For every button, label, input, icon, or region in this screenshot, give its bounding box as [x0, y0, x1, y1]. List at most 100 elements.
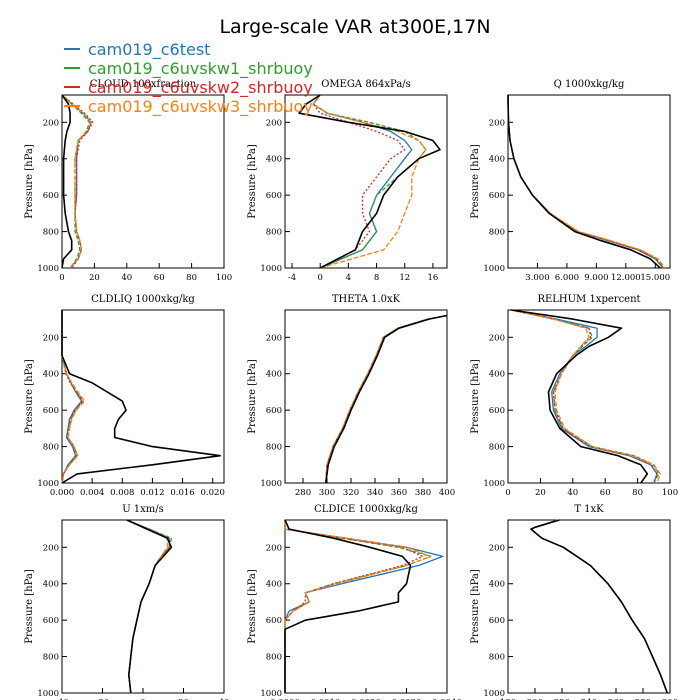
series-line-obs: [325, 314, 448, 484]
y-tick-label: 800: [266, 443, 282, 453]
x-tick-label: 60: [154, 273, 165, 283]
series-line-2: [284, 520, 432, 693]
y-tick-label: 600: [43, 406, 59, 416]
panel-2: Q 1000xkg/kg Pressure [hPa] 200 400 600 800 10…: [470, 79, 671, 283]
x-tick-label: 80: [632, 488, 643, 498]
series-line-obs: [126, 519, 173, 694]
x-tick-label: 380: [415, 488, 431, 498]
y-axis-label: Pressure [hPa]: [247, 144, 258, 219]
y-tick-label: 200: [43, 543, 59, 553]
series-line-3: [325, 314, 448, 484]
y-tick-label: 400: [489, 580, 505, 590]
x-tick-label: 0: [505, 488, 510, 498]
panel-title: CLDICE 1000xkg/kg: [314, 504, 418, 515]
panel-title: RELHUM 1xpercent: [537, 294, 640, 305]
x-tick-label: 12.000: [611, 273, 641, 283]
y-tick-label: 600: [43, 191, 59, 201]
series-line-2: [61, 94, 91, 269]
y-tick-label: 800: [489, 443, 505, 453]
series-line-3: [61, 310, 83, 484]
legend-entry: cam019_c6uvskw1_shrbuoy: [88, 59, 313, 79]
x-tick-label: 0.000: [50, 488, 74, 498]
y-tick-label: 1000: [483, 264, 505, 274]
x-tick-label: -4: [288, 273, 296, 283]
y-tick-label: 600: [266, 191, 282, 201]
y-tick-label: 400: [489, 370, 505, 380]
y-tick-label: 400: [266, 370, 282, 380]
x-tick-label: 340: [367, 488, 383, 498]
plot-frame: [61, 519, 225, 694]
series-line-4: [126, 519, 168, 694]
legend-entry: cam019_c6uvskw3_shrbuoy: [88, 97, 313, 117]
y-tick-label: 800: [266, 228, 282, 238]
y-axis-label: Pressure [hPa]: [247, 569, 258, 644]
series-line-4: [507, 94, 666, 269]
x-tick-label: 240: [581, 698, 597, 700]
y-tick-label: 200: [266, 543, 282, 553]
plot-frame: [507, 519, 671, 694]
y-tick-label: 200: [489, 118, 505, 128]
x-tick-label: 320: [343, 488, 359, 498]
y-tick-label: 400: [43, 580, 59, 590]
series-line-2: [511, 309, 660, 484]
series-line-3: [312, 94, 406, 269]
panel-1: OMEGA 864xPa/s Pressure [hPa] 200 400 600 800…: [247, 79, 448, 283]
x-tick-label: 20: [535, 488, 546, 498]
series-line-4: [284, 520, 432, 693]
series-line-1: [511, 309, 658, 484]
x-tick-label: 0.012: [140, 488, 164, 498]
y-tick-label: 200: [43, 118, 59, 128]
series-line-4: [511, 309, 661, 484]
series-line-4: [312, 94, 427, 269]
series-line-2: [530, 519, 668, 694]
y-tick-label: 200: [266, 118, 282, 128]
x-tick-label: -20: [96, 698, 110, 700]
y-tick-label: 200: [489, 333, 505, 343]
series-line-2: [126, 519, 173, 694]
figure-title: Large-scale VAR at300E,17N: [219, 16, 490, 38]
series-line-3: [511, 309, 658, 484]
y-tick-label: 800: [43, 653, 59, 663]
series-line-3: [507, 94, 664, 269]
series-line-3: [530, 519, 668, 694]
series-line-obs: [511, 309, 649, 484]
y-axis-label: Pressure [hPa]: [24, 144, 35, 219]
y-tick-label: 800: [43, 228, 59, 238]
y-tick-label: 800: [489, 653, 505, 663]
series-line-obs: [507, 94, 661, 269]
plot-frame: [284, 94, 448, 269]
series-line-1: [126, 519, 170, 694]
x-tick-label: 80: [186, 273, 197, 283]
x-tick-label: 12: [399, 273, 410, 283]
x-tick-label: 8: [374, 273, 379, 283]
y-axis-label: Pressure [hPa]: [24, 569, 35, 644]
x-tick-label: 280: [295, 488, 311, 498]
series-line-obs: [61, 94, 73, 269]
y-tick-label: 800: [489, 228, 505, 238]
x-tick-label: 280: [635, 698, 651, 700]
series-line-1: [507, 94, 664, 269]
panel-8: T 1xK Pressure [hPa] 200 400 600 800 1000180 20…: [470, 504, 678, 700]
y-tick-label: 800: [266, 653, 282, 663]
x-tick-label: 220: [554, 698, 570, 700]
plot-frame: [61, 309, 225, 484]
series-line-obs: [530, 519, 669, 694]
x-tick-label: -40: [55, 698, 69, 700]
y-tick-label: 1000: [260, 689, 282, 699]
x-tick-label: 100: [662, 488, 678, 498]
y-tick-label: 200: [489, 543, 505, 553]
x-tick-label: 0: [59, 273, 64, 283]
x-tick-label: 6.000: [555, 273, 579, 283]
series-line-1: [61, 310, 83, 484]
y-axis-label: Pressure [hPa]: [470, 359, 481, 434]
series-line-2: [61, 310, 84, 484]
y-tick-label: 1000: [37, 689, 59, 699]
y-axis-label: Pressure [hPa]: [24, 359, 35, 434]
x-tick-label: 400: [439, 488, 455, 498]
